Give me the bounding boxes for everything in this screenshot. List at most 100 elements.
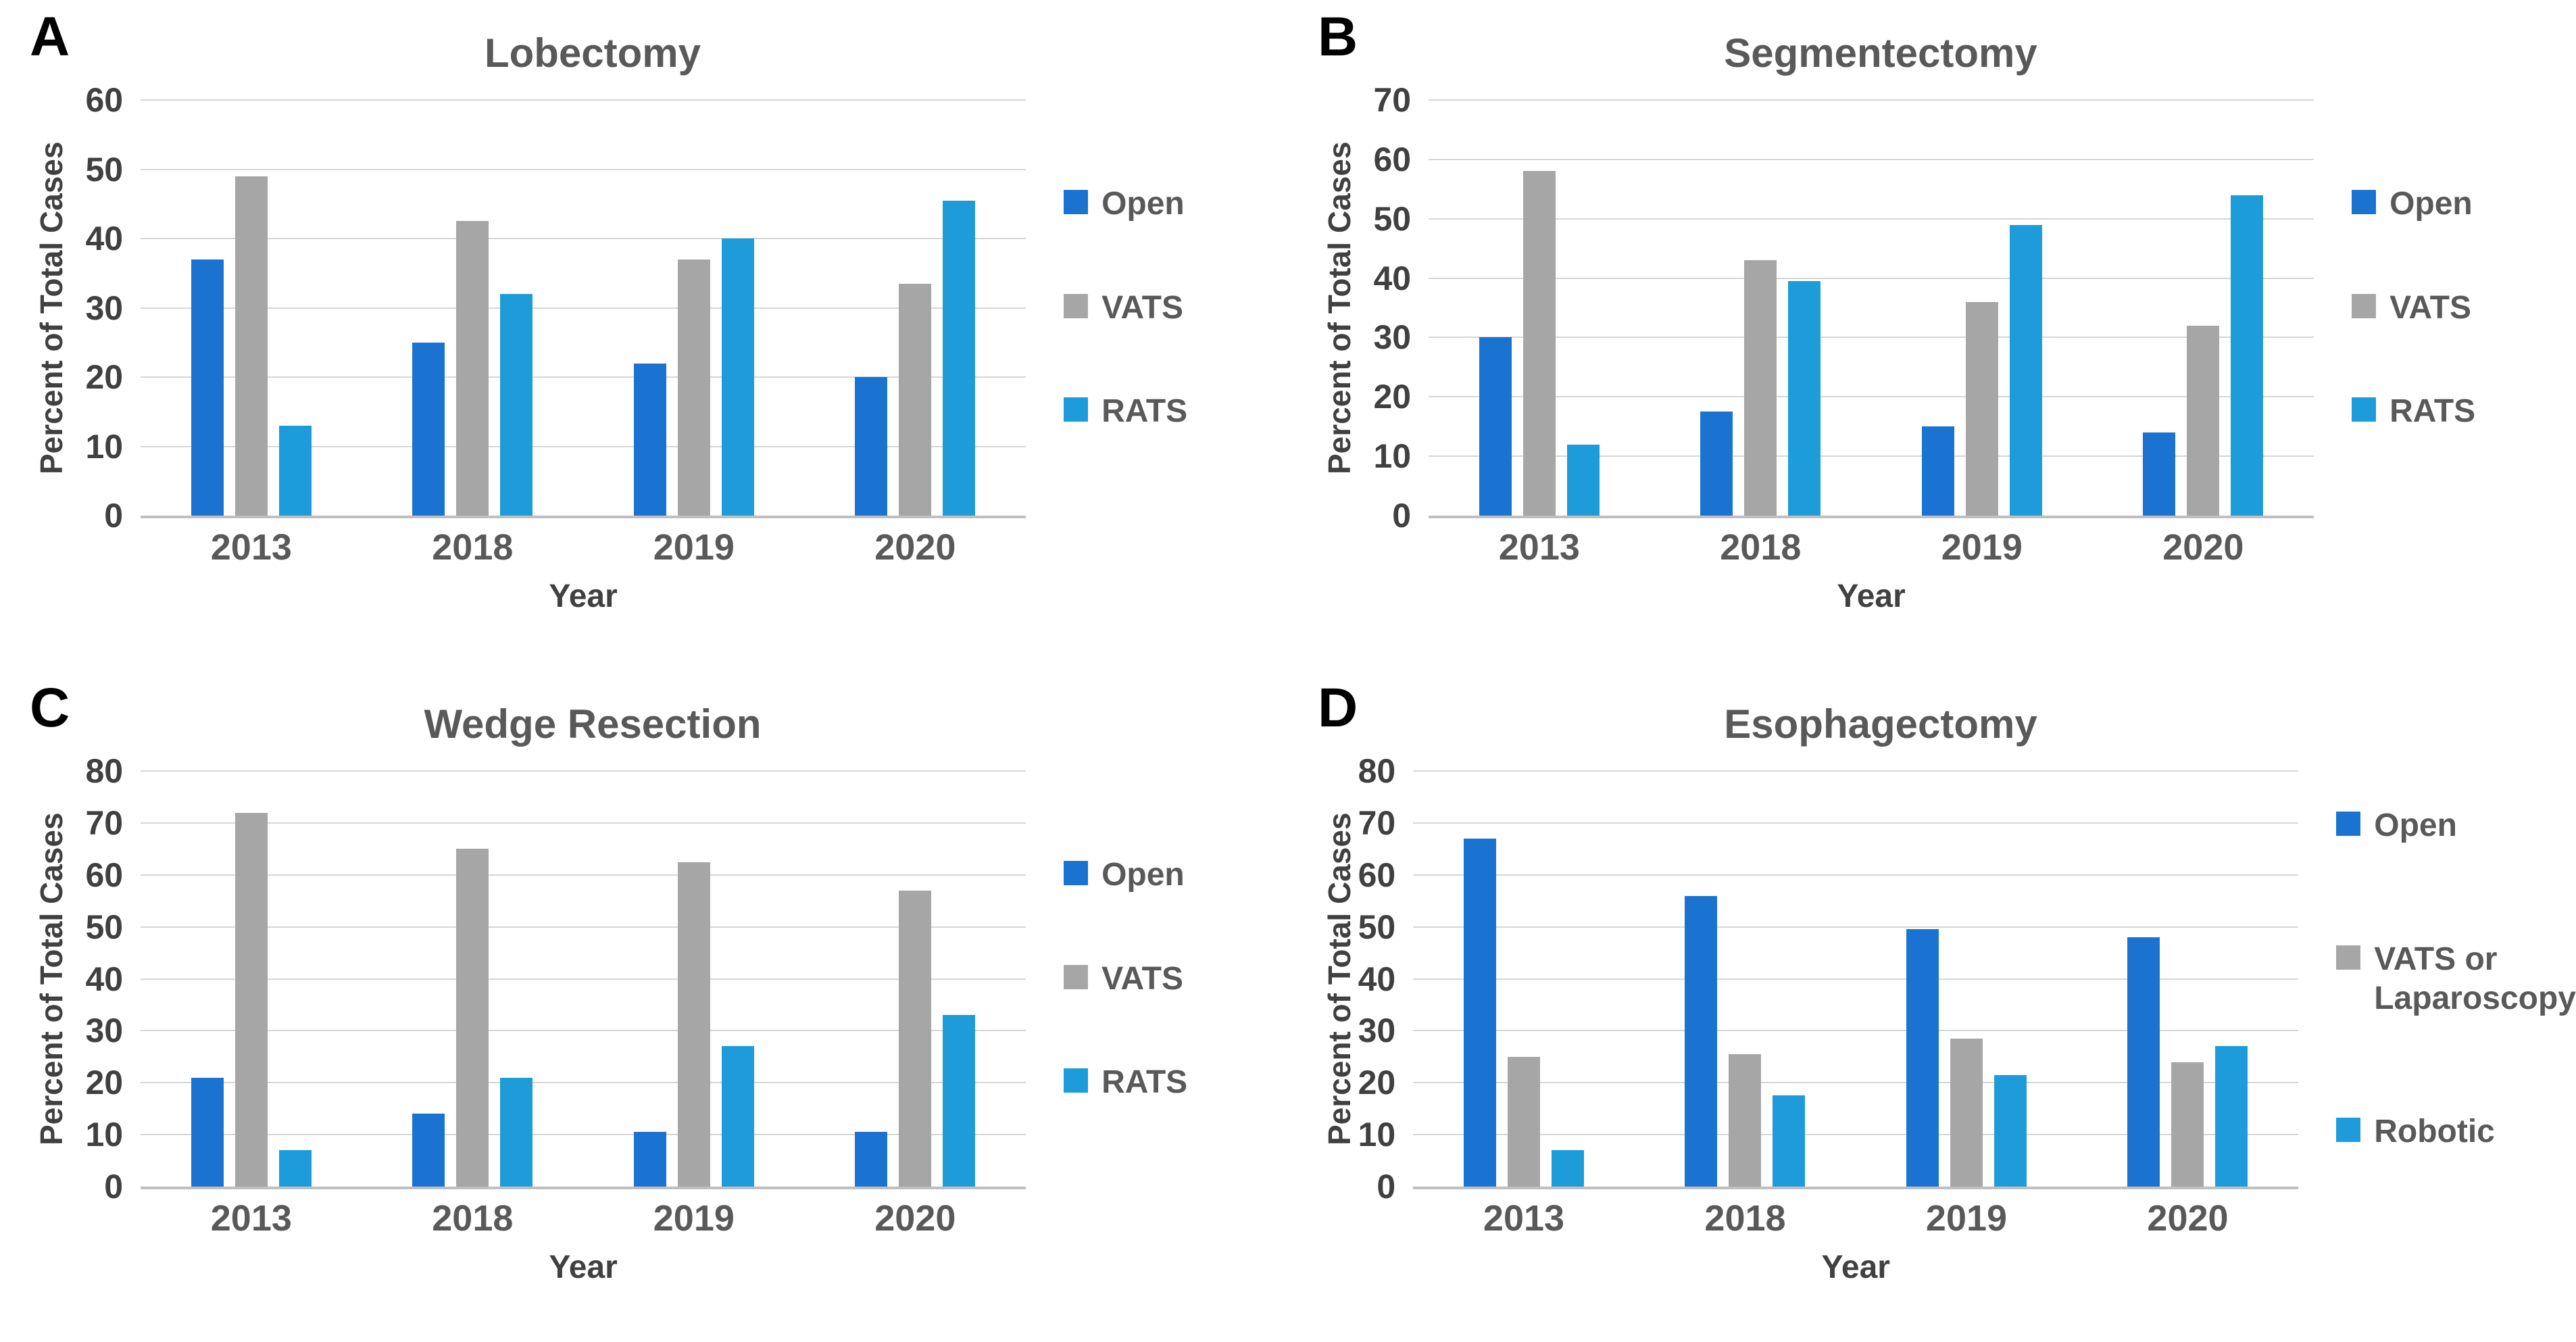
- bar-open-2013: [191, 1077, 224, 1187]
- legend-swatch-icon: [2352, 293, 2377, 318]
- bar-rats-2019: [2009, 224, 2042, 516]
- legend-label: VATS: [2389, 289, 2471, 326]
- y-tick-label: 20: [85, 358, 124, 396]
- y-tick-label: 60: [85, 855, 124, 894]
- bar-open-2018: [412, 1114, 445, 1187]
- bar-open-2020: [855, 377, 888, 516]
- x-tick-label-2018: 2018: [432, 527, 514, 568]
- bar-groups: [1413, 771, 2298, 1187]
- y-tick-label: 70: [1373, 81, 1412, 119]
- x-axis-ticks: 2013 2018 2019 2020: [141, 1200, 1026, 1237]
- bar-groups: [1429, 100, 2314, 516]
- legend-swatch-icon: [2352, 397, 2377, 422]
- y-tick-label: 50: [85, 908, 124, 946]
- y-tick-label: 40: [1358, 960, 1396, 998]
- y-tick-label: 50: [1373, 199, 1412, 238]
- legend-label: Robotic: [2374, 1114, 2495, 1150]
- gridline: [141, 770, 1026, 772]
- gridline: [1429, 277, 2314, 279]
- bar-open-2020: [2143, 432, 2176, 516]
- x-tick-label-2019: 2019: [653, 527, 735, 568]
- y-tick-label: 10: [1373, 437, 1412, 476]
- gridline: [1429, 337, 2314, 339]
- x-tick-label-2018: 2018: [432, 1198, 514, 1239]
- bar-vats-2013: [234, 176, 268, 516]
- y-tick-label: 80: [1358, 752, 1396, 790]
- legend-label: Open: [2374, 807, 2457, 844]
- legend-swatch-icon: [1064, 397, 1089, 422]
- bar-group-2013: [1429, 100, 1650, 516]
- gridline: [1413, 978, 2299, 980]
- bar-robotic-2018: [1773, 1095, 1806, 1187]
- legend-label: Open: [1101, 857, 1185, 893]
- y-tick-label: 80: [85, 752, 124, 790]
- bar-robotic-2020: [2215, 1046, 2248, 1187]
- bar-open-2013: [191, 259, 224, 516]
- figure-panel-d: D Esophagectomy Percent of Total Cases 0…: [1288, 671, 2576, 1342]
- bar-group-2013: [1413, 771, 1635, 1187]
- legend-label: Open: [2389, 186, 2473, 222]
- legend-swatch-icon: [1064, 1068, 1089, 1093]
- bar-group-2018: [362, 100, 584, 516]
- bar-vats-2020: [899, 890, 932, 1187]
- y-tick-label: 30: [1358, 1012, 1396, 1050]
- legend-swatch-icon: [1064, 190, 1089, 215]
- y-axis-label: Percent of Total Cases: [1322, 812, 1357, 1145]
- x-tick-label-2013: 2013: [210, 1198, 292, 1239]
- bar-vats-2018: [456, 221, 489, 516]
- gridline: [141, 238, 1026, 240]
- gridline: [141, 926, 1026, 928]
- legend-item-vats: VATS: [1064, 289, 1288, 328]
- x-tick-label-2020: 2020: [874, 527, 956, 568]
- bar-group-2018: [1650, 100, 1872, 516]
- bar-group-2020: [805, 771, 1026, 1187]
- legend: Open VATS RATS: [1064, 100, 1288, 516]
- legend-item-vats: VATS: [2352, 289, 2576, 328]
- gridline: [1413, 770, 2299, 772]
- legend-label: VATS or Laparoscopy: [2374, 941, 2576, 1016]
- x-tick-label-2020: 2020: [874, 1198, 956, 1239]
- bar-group-2013: [141, 100, 362, 516]
- plot-area: [1413, 770, 2299, 1189]
- bar-open-2019: [1921, 426, 1954, 516]
- bar-open-2018: [1685, 895, 1718, 1187]
- legend-swatch-icon: [2352, 190, 2377, 215]
- bar-rats-2018: [500, 294, 533, 516]
- gridline: [1429, 218, 2314, 220]
- legend-item-open: Open: [1064, 184, 1288, 224]
- gridline: [141, 874, 1026, 876]
- x-tick-label-2019: 2019: [1941, 527, 2023, 568]
- bar-open-2019: [633, 363, 666, 516]
- chart-area: Percent of Total Cases 0 10 20 30 40 50 60 70 2…: [1288, 83, 2576, 613]
- gridline: [141, 1082, 1026, 1084]
- legend: Open VATS RATS: [1064, 771, 1288, 1187]
- legend-swatch-icon: [1064, 293, 1089, 318]
- gridline: [141, 1134, 1026, 1136]
- gridline: [1429, 158, 2314, 160]
- bar-vats-or-laparoscopy-2019: [1950, 1038, 1983, 1187]
- gridline: [1413, 1082, 2299, 1084]
- y-axis-ticks: 0 10 20 30 40 50 60 70 80: [76, 754, 141, 1203]
- bar-rats-2013: [278, 1150, 312, 1187]
- plot-column: 2013 2018 2019 2020 Year: [141, 770, 1026, 1284]
- bar-vats-or-laparoscopy-2013: [1507, 1056, 1540, 1187]
- y-tick-label: 20: [85, 1064, 124, 1102]
- bar-vats-2019: [677, 259, 710, 516]
- bar-open-2019: [1906, 929, 1939, 1187]
- x-tick-label-2013: 2013: [1483, 1198, 1565, 1239]
- x-tick-label-2020: 2020: [2162, 527, 2244, 568]
- bar-open-2019: [633, 1132, 666, 1187]
- plot-column: 2013 2018 2019 2020 Year: [1413, 770, 2299, 1284]
- chart-title-lobectomy: Lobectomy: [484, 30, 701, 76]
- legend-item-open: Open: [2336, 806, 2576, 845]
- bar-rats-2018: [1788, 280, 1821, 516]
- y-tick-label: 60: [1358, 855, 1396, 894]
- plot-area: [141, 99, 1026, 518]
- x-axis-ticks: 2013 2018 2019 2020: [1429, 529, 2314, 566]
- bar-group-2019: [1871, 100, 2093, 516]
- bar-group-2019: [583, 771, 805, 1187]
- y-tick-label: 70: [1358, 803, 1396, 842]
- bar-vats-2020: [2187, 325, 2220, 516]
- y-tick-label: 10: [85, 427, 124, 466]
- legend-item-vats-or-laparoscopy: VATS or Laparoscopy: [2336, 940, 2576, 1018]
